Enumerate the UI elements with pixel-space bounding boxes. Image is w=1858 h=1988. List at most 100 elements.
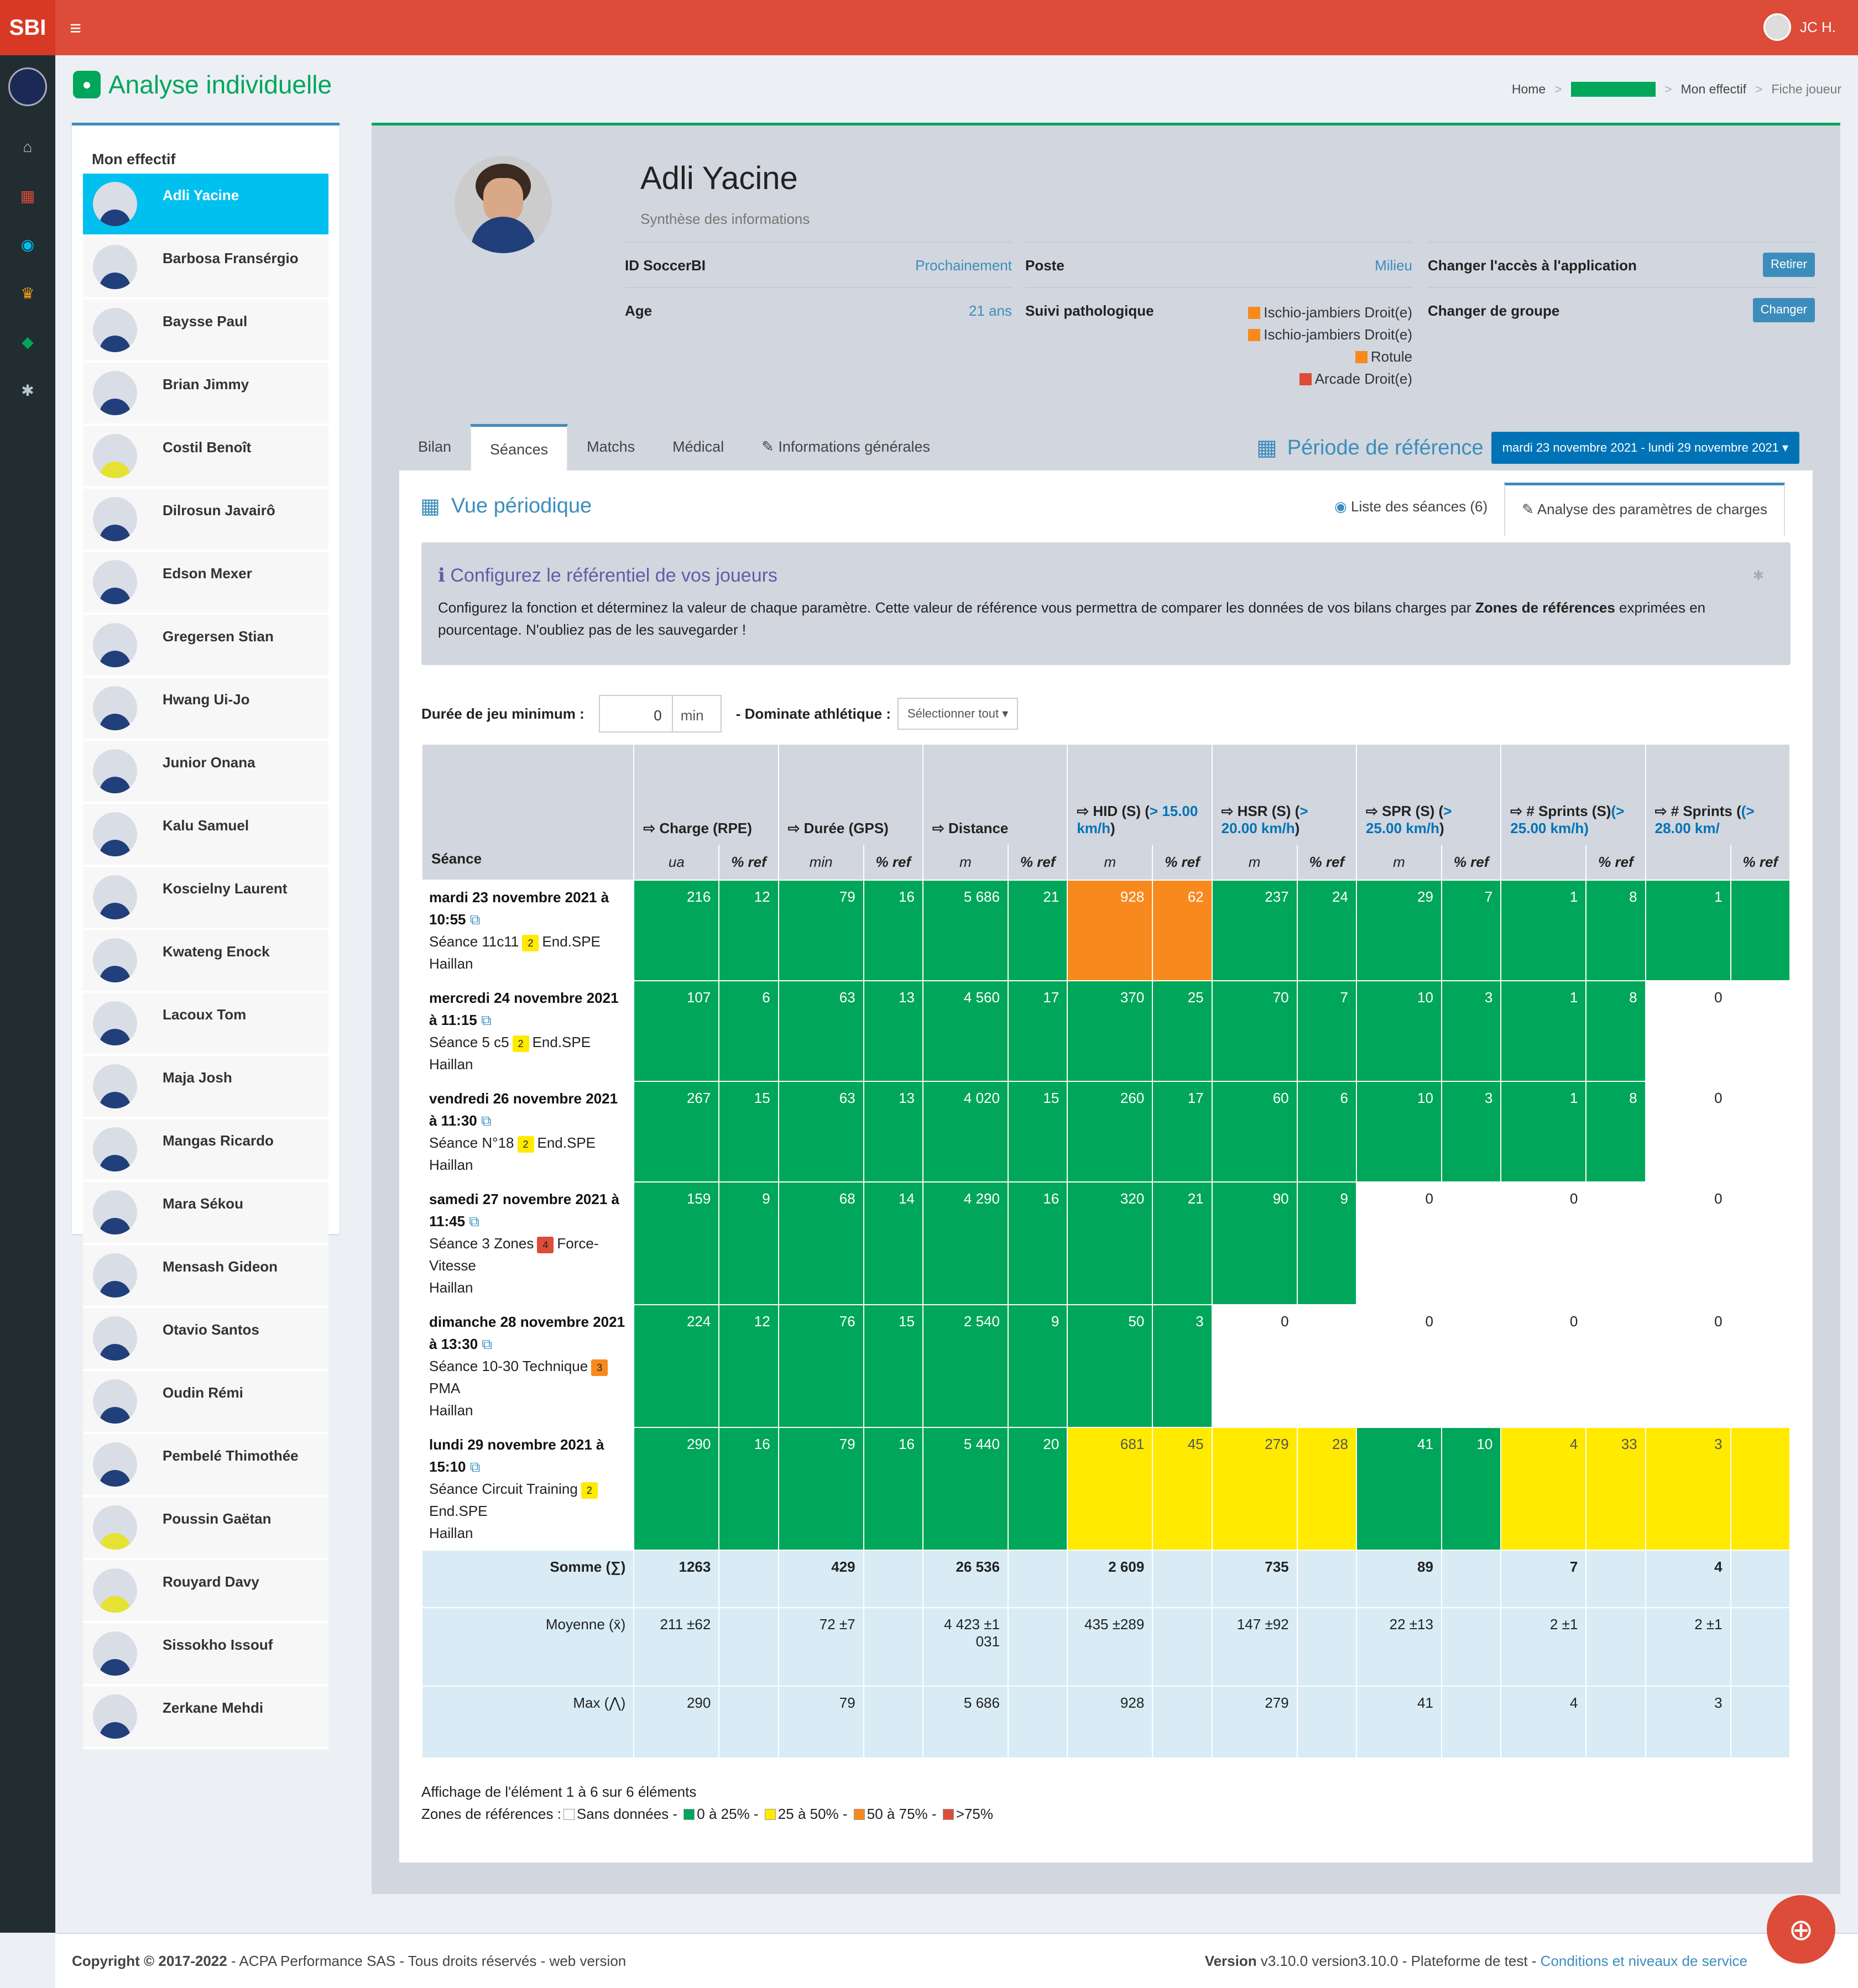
roster-item[interactable]: Hwang Ui-Jo xyxy=(83,678,328,741)
app-logo[interactable]: SBI xyxy=(0,0,55,55)
roster-item[interactable]: Sissokho Issouf xyxy=(83,1623,328,1686)
tab-liste-seances[interactable]: ◉ Liste des séances (6) xyxy=(1334,498,1488,515)
session-date[interactable]: vendredi 26 novembre 2021 à 11:30 xyxy=(429,1090,618,1129)
player-avatar xyxy=(93,1505,137,1550)
player-avatar xyxy=(93,1127,137,1171)
pct-ref-cell: 6 xyxy=(718,980,779,1082)
external-link-icon[interactable]: ⧉ xyxy=(465,1213,479,1230)
duree-input[interactable]: 0 min xyxy=(598,695,722,733)
ref-header: % ref xyxy=(718,845,779,881)
external-link-icon[interactable]: ⧉ xyxy=(477,1112,492,1129)
menu-toggle-icon[interactable]: ≡ xyxy=(70,17,82,39)
calendar-icon[interactable]: ▦ xyxy=(20,187,35,205)
help-lifebuoy-button[interactable]: ⊕ xyxy=(1767,1895,1835,1964)
stat-empty xyxy=(863,1686,923,1757)
col-header[interactable]: ⇨ # Sprints ((> 28.00 km/ xyxy=(1645,744,1791,845)
roster-item[interactable]: Zerkane Mehdi xyxy=(83,1686,328,1749)
col-header[interactable]: ⇨ Durée (GPS) xyxy=(777,744,923,845)
gear-icon[interactable]: ✱ xyxy=(21,381,34,399)
tab-bilan[interactable]: Bilan xyxy=(418,438,452,455)
pct-ref-cell: 24 xyxy=(1296,880,1357,981)
external-link-icon[interactable]: ⧉ xyxy=(466,911,481,928)
session-date[interactable]: mercredi 24 novembre 2021 à 11:15 xyxy=(429,990,619,1028)
roster-item[interactable]: Mangas Ricardo xyxy=(83,1119,328,1182)
col-header[interactable]: ⇨ # Sprints (S)(> 25.00 km/h) xyxy=(1500,744,1646,845)
stat-value: 7 xyxy=(1500,1550,1587,1608)
pct-ref-cell: 8 xyxy=(1585,1081,1646,1183)
roster-item[interactable]: Junior Onana xyxy=(83,741,328,804)
settings-icon[interactable]: ✱ xyxy=(1752,568,1764,583)
pct-ref-cell xyxy=(1730,880,1791,981)
roster-item[interactable]: Dilrosun Javairô xyxy=(83,489,328,552)
unit-header xyxy=(1500,845,1587,881)
player-avatar xyxy=(93,1379,137,1424)
roster-item[interactable]: Edson Mexer xyxy=(83,552,328,615)
breadcrumb-home[interactable]: Home xyxy=(1511,82,1546,96)
tab-matchs[interactable]: Matchs xyxy=(587,438,635,455)
tab-infos[interactable]: ✎ Informations générales xyxy=(761,438,930,455)
roster-item[interactable]: Kwateng Enock xyxy=(83,930,328,993)
session-date[interactable]: dimanche 28 novembre 2021 à 13:30 xyxy=(429,1314,625,1352)
club-crest-icon[interactable] xyxy=(8,67,47,106)
col-header[interactable]: ⇨ HID (S) (> 15.00 km/h) xyxy=(1067,744,1213,845)
col-header[interactable]: ⇨ Distance xyxy=(922,744,1068,845)
unit-header: min xyxy=(777,845,864,881)
col-header[interactable]: ⇨ Charge (RPE) xyxy=(633,744,779,845)
pct-ref-cell: 15 xyxy=(863,1304,923,1428)
session-date[interactable]: mardi 23 novembre 2021 à 10:55 xyxy=(429,889,609,928)
value-cell: 681 xyxy=(1067,1427,1154,1551)
col-header[interactable]: ⇨ SPR (S) (> 25.00 km/h) xyxy=(1355,744,1502,845)
value-cell: 5 440 xyxy=(922,1427,1009,1551)
roster-item[interactable]: Oudin Rémi xyxy=(83,1371,328,1434)
roster-item[interactable]: Costil Benoît xyxy=(83,426,328,489)
roster-item[interactable]: Baysse Paul xyxy=(83,300,328,363)
roster-item[interactable]: Brian Jimmy xyxy=(83,363,328,426)
stat-value: 279 xyxy=(1211,1686,1298,1757)
edit-icon: ✎ xyxy=(761,438,779,455)
filters: Durée de jeu minimum : 0 min - Dominate a… xyxy=(421,695,1019,733)
roster-item[interactable]: Gregersen Stian xyxy=(83,615,328,678)
external-link-icon[interactable]: ⧉ xyxy=(478,1336,492,1352)
roster-item[interactable]: Otavio Santos xyxy=(83,1308,328,1371)
user-menu[interactable]: JC H. xyxy=(1763,13,1836,41)
tab-seances[interactable]: Séances xyxy=(470,424,568,470)
roster-item[interactable]: Mara Sékou xyxy=(83,1182,328,1245)
roster-item[interactable]: Poussin Gaëtan xyxy=(83,1497,328,1560)
pct-ref-cell xyxy=(1730,980,1791,1082)
breadcrumb-effectif[interactable]: Mon effectif xyxy=(1680,82,1746,96)
roster-panel: Mon effectif Adli Yacine Barbosa Fransérg… xyxy=(72,123,340,1749)
stat-value: 3 xyxy=(1645,1686,1731,1757)
external-link-icon[interactable]: ⧉ xyxy=(466,1458,481,1475)
periode-picker[interactable]: mardi 23 novembre 2021 - lundi 29 novemb… xyxy=(1491,432,1800,464)
dominante-select[interactable]: Sélectionner tout ▾ xyxy=(897,698,1019,730)
ball-icon[interactable]: ◉ xyxy=(20,236,35,253)
ref-header: % ref xyxy=(1441,845,1502,881)
roster-item[interactable]: Adli Yacine xyxy=(83,174,328,237)
session-cell: dimanche 28 novembre 2021 à 13:30 ⧉ Séanc… xyxy=(421,1304,635,1428)
trophy-icon[interactable]: ♛ xyxy=(20,284,35,302)
pct-ref-cell: 20 xyxy=(1007,1427,1068,1551)
breadcrumb-suivi[interactable]: Centre de suivi xyxy=(1570,82,1656,97)
tab-analyse-charges[interactable]: ✎ Analyse des paramètres de charges xyxy=(1504,483,1785,536)
stat-empty xyxy=(1152,1607,1213,1687)
roster-item[interactable]: Mensash Gideon xyxy=(83,1245,328,1308)
roster-item[interactable]: Rouyard Davy xyxy=(83,1560,328,1623)
roster-item[interactable]: Lacoux Tom xyxy=(83,993,328,1056)
changer-button[interactable]: Changer xyxy=(1752,298,1815,322)
session-date[interactable]: samedi 27 novembre 2021 à 11:45 xyxy=(429,1191,619,1230)
roster-item[interactable]: Pembelé Thimothée xyxy=(83,1434,328,1497)
roster-item[interactable]: Koscielny Laurent xyxy=(83,867,328,930)
roster-item[interactable]: Maja Josh xyxy=(83,1056,328,1119)
conditions-link[interactable]: Conditions et niveaux de service xyxy=(1540,1952,1747,1969)
retirer-button[interactable]: Retirer xyxy=(1762,253,1815,277)
session-row: mercredi 24 novembre 2021 à 11:15 ⧉ Séanc… xyxy=(421,980,1791,1082)
external-link-icon[interactable]: ⧉ xyxy=(477,1012,492,1028)
home-icon[interactable]: ⌂ xyxy=(23,138,33,155)
info-col-2: Poste Milieu Suivi pathologique Ischio-jam… xyxy=(1025,242,1412,392)
session-date[interactable]: lundi 29 novembre 2021 à 15:10 xyxy=(429,1436,604,1475)
cube-icon[interactable]: ◆ xyxy=(22,333,34,350)
roster-item[interactable]: Barbosa Fransérgio xyxy=(83,237,328,300)
tab-medical[interactable]: Médical xyxy=(672,438,724,455)
roster-item[interactable]: Kalu Samuel xyxy=(83,804,328,867)
col-header[interactable]: ⇨ HSR (S) (> 20.00 km/h) xyxy=(1211,744,1357,845)
